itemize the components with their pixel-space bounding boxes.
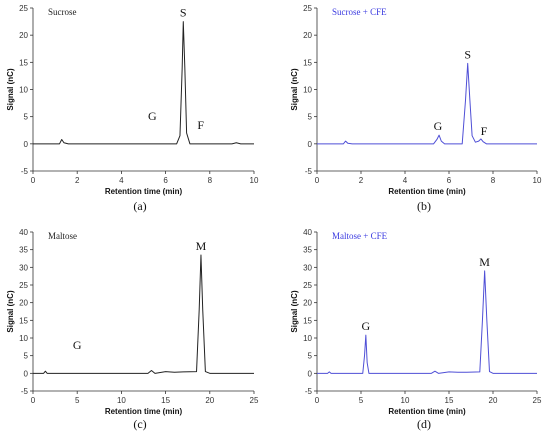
peak-label-f: F xyxy=(481,124,488,138)
subfigure-caption: (b) xyxy=(417,199,431,213)
y-tick-label: 15 xyxy=(19,58,28,67)
x-axis-title: Retention time (min) xyxy=(388,187,466,196)
x-tick-label: 10 xyxy=(117,396,126,405)
y-tick-label: 5 xyxy=(308,113,313,122)
x-tick-label: 4 xyxy=(119,176,124,185)
panel-title: Maltose xyxy=(48,231,77,241)
chromatogram-series-line xyxy=(317,270,537,374)
y-tick-label: 30 xyxy=(19,263,28,272)
x-tick-label: 10 xyxy=(250,176,259,185)
y-tick-label: 5 xyxy=(308,352,313,361)
peak-label-g: G xyxy=(362,319,371,333)
y-tick-label: 15 xyxy=(19,316,28,325)
y-tick-label: 0 xyxy=(308,140,313,149)
x-tick-label: 25 xyxy=(250,396,259,405)
x-tick-label: 10 xyxy=(401,396,410,405)
y-tick-label: 20 xyxy=(303,299,312,308)
x-tick-label: 8 xyxy=(491,176,496,185)
y-tick-label: 5 xyxy=(24,352,29,361)
x-tick-label: 25 xyxy=(533,396,542,405)
y-tick-label: 10 xyxy=(19,334,28,343)
x-tick-label: 5 xyxy=(359,396,364,405)
y-tick-label: 0 xyxy=(308,369,313,378)
y-tick-label: 20 xyxy=(19,31,28,40)
panel-title: Sucrose + CFE xyxy=(332,7,387,17)
y-tick-label: 35 xyxy=(303,246,312,255)
y-tick-label: 25 xyxy=(303,281,312,290)
x-axis-title: Retention time (min) xyxy=(388,407,466,416)
chromatogram-series-line xyxy=(33,254,254,374)
y-tick-label: -5 xyxy=(21,167,29,176)
peak-label-m: M xyxy=(479,255,490,269)
y-tick-label: 25 xyxy=(19,4,28,13)
y-tick-label: -5 xyxy=(305,387,313,396)
x-tick-label: 6 xyxy=(447,176,452,185)
peak-label-s: S xyxy=(180,6,187,20)
y-tick-label: 20 xyxy=(19,299,28,308)
x-axis-title: Retention time (min) xyxy=(105,187,183,196)
x-tick-label: 10 xyxy=(533,176,542,185)
x-tick-label: 0 xyxy=(31,396,36,405)
y-tick-label: 0 xyxy=(24,369,29,378)
y-axis-title: Signal (nC) xyxy=(6,68,15,111)
peak-label-g: G xyxy=(73,338,82,352)
chromatogram-series-line xyxy=(317,62,537,145)
y-tick-label: -5 xyxy=(21,387,29,396)
y-tick-label: 25 xyxy=(19,281,28,290)
peak-label-g: G xyxy=(148,109,157,123)
peak-label-s: S xyxy=(464,47,471,61)
x-tick-label: 4 xyxy=(403,176,408,185)
x-tick-label: 15 xyxy=(445,396,454,405)
subfigure-caption: (d) xyxy=(417,417,431,431)
y-tick-label: -5 xyxy=(305,167,313,176)
x-tick-label: 2 xyxy=(359,176,364,185)
panel-title: Maltose + CFE xyxy=(332,231,388,241)
subfigure-caption: (c) xyxy=(133,417,146,431)
y-tick-label: 25 xyxy=(303,4,312,13)
x-tick-label: 20 xyxy=(489,396,498,405)
y-tick-label: 15 xyxy=(303,316,312,325)
peak-label-f: F xyxy=(197,118,204,132)
x-tick-label: 0 xyxy=(315,396,320,405)
x-tick-label: 6 xyxy=(163,176,168,185)
y-tick-label: 30 xyxy=(303,263,312,272)
y-tick-label: 10 xyxy=(19,86,28,95)
x-tick-label: 0 xyxy=(315,176,320,185)
peak-label-m: M xyxy=(196,239,207,253)
x-tick-label: 5 xyxy=(75,396,80,405)
x-tick-label: 0 xyxy=(31,176,36,185)
y-tick-label: 5 xyxy=(24,113,29,122)
x-tick-label: 20 xyxy=(205,396,214,405)
y-tick-label: 40 xyxy=(19,228,28,237)
y-tick-label: 10 xyxy=(303,334,312,343)
y-tick-label: 10 xyxy=(303,86,312,95)
peak-label-g: G xyxy=(434,119,443,133)
x-axis-title: Retention time (min) xyxy=(105,407,183,416)
y-axis-title: Signal (nC) xyxy=(290,290,299,333)
y-tick-label: 35 xyxy=(19,246,28,255)
subfigure-caption: (a) xyxy=(133,199,146,213)
y-tick-label: 20 xyxy=(303,31,312,40)
chromatogram-series-line xyxy=(33,21,254,145)
y-tick-label: 40 xyxy=(303,228,312,237)
x-tick-label: 8 xyxy=(208,176,213,185)
y-axis-title: Signal (nC) xyxy=(290,68,299,111)
y-tick-label: 0 xyxy=(24,140,29,149)
panel-title: Sucrose xyxy=(48,7,77,17)
y-axis-title: Signal (nC) xyxy=(6,290,15,333)
x-tick-label: 2 xyxy=(75,176,80,185)
y-tick-label: 15 xyxy=(303,58,312,67)
x-tick-label: 15 xyxy=(161,396,170,405)
